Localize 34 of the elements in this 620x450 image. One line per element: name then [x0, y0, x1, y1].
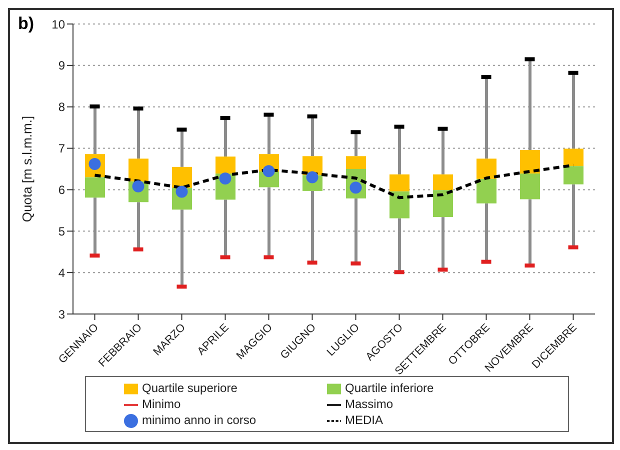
y-tick-label: 7 — [58, 142, 66, 156]
chart-title: b) — [18, 14, 34, 34]
legend-label: Quartile inferiore — [345, 380, 435, 396]
bar — [564, 166, 584, 184]
legend-label: minimo anno in corso — [142, 412, 258, 428]
bar — [564, 148, 584, 166]
line-series — [93, 164, 575, 200]
y-tick-label: 6 — [58, 182, 66, 197]
bar — [216, 156, 236, 174]
y-tick-label: 9 — [58, 58, 66, 73]
y-tick-label: 8 — [58, 100, 66, 114]
legend-label: Quartile superiore — [142, 380, 238, 396]
y-tick-label: 5 — [58, 224, 66, 238]
bar — [433, 190, 453, 218]
bar — [85, 177, 105, 198]
y-tick-label: 4 — [58, 266, 66, 280]
bar — [520, 174, 540, 200]
point — [219, 172, 232, 185]
bar — [390, 174, 410, 192]
bar — [346, 156, 366, 169]
y-axis-title: Quota [m s.l.m.m.] — [20, 116, 35, 222]
bar — [520, 150, 540, 174]
legend-label: Massimo — [345, 396, 394, 412]
bar — [128, 158, 148, 182]
legend-label: MEDIA — [345, 412, 384, 428]
point — [176, 186, 188, 198]
legend-label: Minimo — [142, 396, 182, 412]
y-tick-label: 3 — [58, 307, 66, 322]
point — [262, 165, 275, 178]
bar — [476, 178, 496, 204]
bar — [476, 158, 496, 179]
bar — [390, 191, 410, 218]
bar — [433, 174, 453, 190]
y-tick-label: 10 — [52, 17, 66, 32]
